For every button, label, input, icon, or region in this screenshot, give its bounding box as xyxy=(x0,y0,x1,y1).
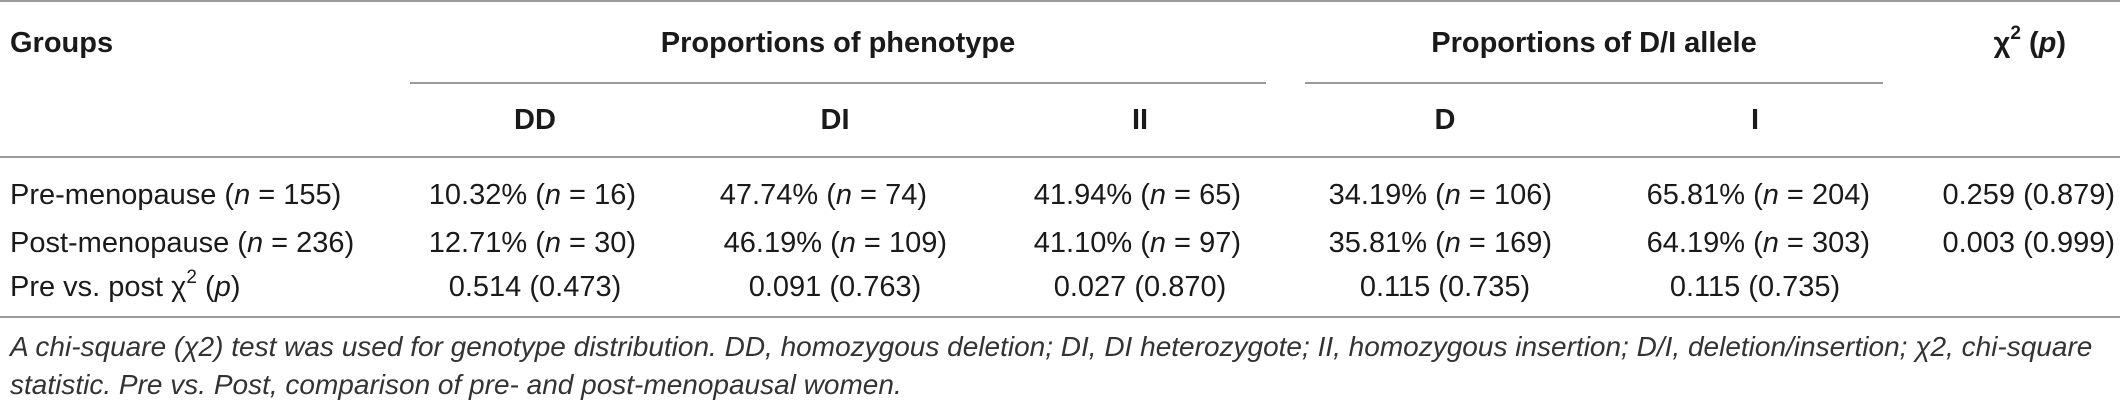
footnote-line-1: A chi-square (χ2) test was used for geno… xyxy=(10,331,2093,362)
compare-i: 0.115 (0.735) xyxy=(1669,271,1841,303)
footnote-line-2: statistic. Pre vs. Post, comparison of p… xyxy=(10,369,902,400)
row-chi: 0.003 (0.999) xyxy=(1942,227,2115,259)
table-bottom-rule xyxy=(0,316,2120,318)
row-dd: 12.71% (n = 30) xyxy=(428,227,636,259)
row-ii: 41.10% (n = 97) xyxy=(1033,227,1241,259)
compare-d: 0.115 (0.735) xyxy=(1359,271,1531,303)
compare-ii: 0.027 (0.870) xyxy=(1053,271,1227,303)
row-label: Post-menopause (n = 236) xyxy=(10,227,355,259)
header-di: DI xyxy=(820,104,850,136)
header-dd: DD xyxy=(514,104,556,136)
phenotype-span-rule xyxy=(410,82,1266,84)
header-groups: Groups xyxy=(10,27,114,59)
row-d: 34.19% (n = 106) xyxy=(1328,179,1552,211)
row-chi: 0.259 (0.879) xyxy=(1942,179,2115,211)
row-i: 65.81% (n = 204) xyxy=(1646,179,1870,211)
header-d: D xyxy=(1434,104,1456,136)
row-di: 46.19% (n = 109) xyxy=(723,227,947,259)
row-di: 47.74% (n = 74) xyxy=(719,179,927,211)
header-i: I xyxy=(1750,104,1760,136)
header-ii: II xyxy=(1131,104,1149,136)
header-allele: Proportions of D/I allele xyxy=(1431,27,1757,59)
header-bottom-rule xyxy=(0,156,2120,158)
header-chi-square: χ2 (p) xyxy=(1993,23,2066,59)
row-label: Pre-menopause (n = 155) xyxy=(10,179,342,211)
compare-di: 0.091 (0.763) xyxy=(748,271,922,303)
top-rule xyxy=(0,0,2120,2)
row-ii: 41.94% (n = 65) xyxy=(1033,179,1241,211)
allele-span-rule xyxy=(1305,82,1883,84)
row-i: 64.19% (n = 303) xyxy=(1646,227,1870,259)
compare-dd: 0.514 (0.473) xyxy=(448,271,622,303)
row-dd: 10.32% (n = 16) xyxy=(428,179,636,211)
row-d: 35.81% (n = 169) xyxy=(1328,227,1552,259)
header-phenotype: Proportions of phenotype xyxy=(660,27,1016,59)
compare-row-label: Pre vs. post χ2 (p) xyxy=(10,267,241,303)
